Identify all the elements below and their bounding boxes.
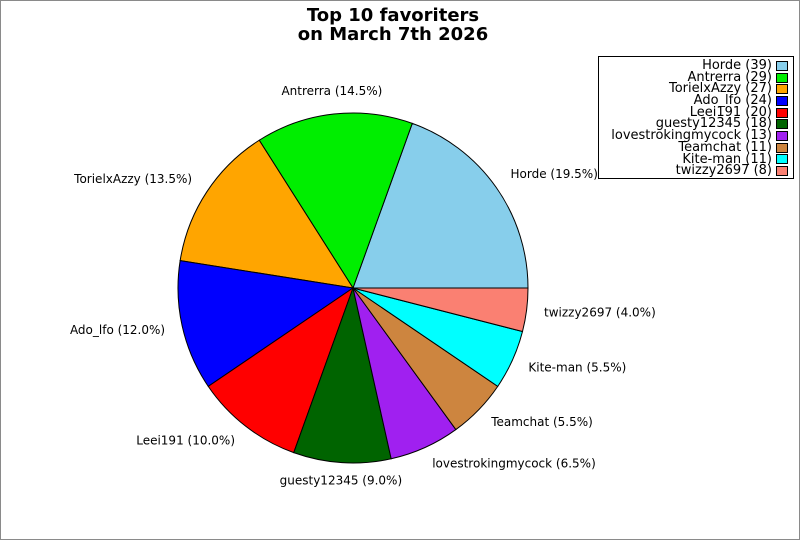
chart-title-line1: Top 10 favoriters [306, 5, 480, 26]
pie-slice-guesty12345 [293, 286, 392, 464]
legend-item-guesty12345: guesty12345 (18) [602, 118, 788, 130]
legend-swatch [776, 142, 788, 153]
pie-label-kite-man: Kite-man (5.5%) [528, 360, 626, 374]
pie-slice-ado-lfo [177, 260, 355, 388]
legend-swatch [776, 119, 788, 130]
legend-item-antrerra: Antrerra (29) [602, 69, 788, 85]
legend-item-leei191: Leei191 (20) [602, 104, 788, 120]
legend-swatch [776, 95, 788, 106]
pie-label-torielxazzy: TorielxAzzy (13.5%) [73, 172, 192, 186]
legend-swatch [776, 72, 788, 83]
pie-label-guesty12345: guesty12345 (9.0%) [280, 473, 403, 487]
chart-title-line2: on March 7th 2026 [297, 24, 489, 45]
legend-swatch [776, 60, 788, 71]
pie-slice-twizzy2697 [352, 287, 529, 333]
pie-label-lovestrokingmycock: lovestrokingmycock (6.5%) [432, 457, 596, 471]
legend-swatch [776, 130, 788, 141]
legend-label: Horde (39) [702, 58, 772, 73]
legend-item-teamchat: Teamchat (11) [602, 139, 788, 155]
legend-label: TorielxAzzy (27) [669, 81, 772, 97]
legend-swatch [776, 84, 788, 95]
legend-item-torielxazzy: TorielxAzzy (27) [602, 83, 788, 95]
legend-swatch [776, 166, 788, 177]
pie-label-leei191: Leei191 (10.0%) [136, 433, 235, 447]
legend-label: Ado_lfo (24) [693, 93, 772, 109]
pie-label-ado-lfo: Ado_lfo (12.0%) [70, 323, 165, 337]
chart-title: Top 10 favoriters on March 7th 2026 [298, 6, 488, 44]
legend-label: Kite-man (11) [682, 151, 772, 167]
legend-item-kite-man: Kite-man (11) [602, 151, 788, 167]
pie-label-teamchat: Teamchat (5.5%) [490, 415, 593, 429]
legend-item-twizzy2697: twizzy2697 (8) [602, 163, 788, 179]
pie-slice-leei191 [207, 286, 354, 454]
pie-slice-torielxazzy [179, 139, 355, 289]
legend-label: guesty12345 (18) [655, 116, 772, 132]
pie-label-twizzy2697: twizzy2697 (4.0%) [544, 305, 656, 319]
legend-swatch [776, 154, 788, 165]
legend-swatch [776, 107, 788, 118]
pie-slice-antrerra [258, 112, 413, 290]
pie-label-antrerra: Antrerra (14.5%) [281, 84, 382, 98]
legend-label: Antrerra (29) [687, 69, 772, 85]
pie-label-horde: Horde (19.5%) [511, 167, 598, 181]
legend-label: twizzy2697 (8) [675, 163, 772, 179]
legend-label: lovestrokingmycock (13) [611, 128, 772, 144]
legend-label: Leei191 (20) [689, 104, 772, 120]
legend-item-lovestrokingmycock: lovestrokingmycock (13) [602, 128, 788, 144]
legend: Horde (39) Antrerra (29) TorielxAzzy (27) A… [598, 56, 794, 179]
pie-slice-horde [352, 122, 529, 289]
legend-item-horde: Horde (39) [602, 58, 788, 73]
legend-label: Teamchat (11) [678, 139, 772, 155]
legend-item-ado-lfo: Ado_lfo (24) [602, 93, 788, 109]
